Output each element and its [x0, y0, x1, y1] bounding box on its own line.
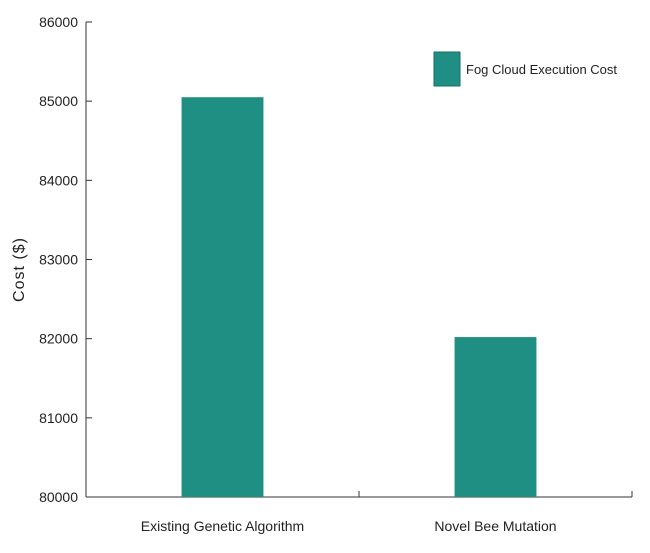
- legend-swatch: [433, 51, 461, 87]
- x-category-label: Existing Genetic Algorithm: [141, 518, 304, 534]
- category-labels: Existing Genetic Algorithm Novel Bee Muta…: [141, 518, 557, 534]
- bars: [181, 97, 537, 497]
- x-ticks: [358, 491, 633, 497]
- y-tick-label: 85000: [39, 93, 78, 109]
- axes: [85, 22, 632, 498]
- y-tick-label: 81000: [39, 410, 78, 426]
- y-ticks: 80000 81000 82000 83000 84000 85000 86000: [39, 14, 92, 505]
- y-tick-label: 83000: [39, 252, 78, 268]
- y-tick-label: 82000: [39, 331, 78, 347]
- bar: [181, 97, 264, 497]
- bar: [454, 337, 537, 497]
- y-axis-title: Cost ($): [11, 237, 28, 302]
- y-tick-label: 80000: [39, 489, 78, 505]
- y-tick-label: 84000: [39, 172, 78, 188]
- legend-label: Fog Cloud Execution Cost: [466, 62, 617, 77]
- y-tick-label: 86000: [39, 14, 78, 30]
- legend: Fog Cloud Execution Cost: [433, 51, 617, 87]
- x-category-label: Novel Bee Mutation: [434, 518, 556, 534]
